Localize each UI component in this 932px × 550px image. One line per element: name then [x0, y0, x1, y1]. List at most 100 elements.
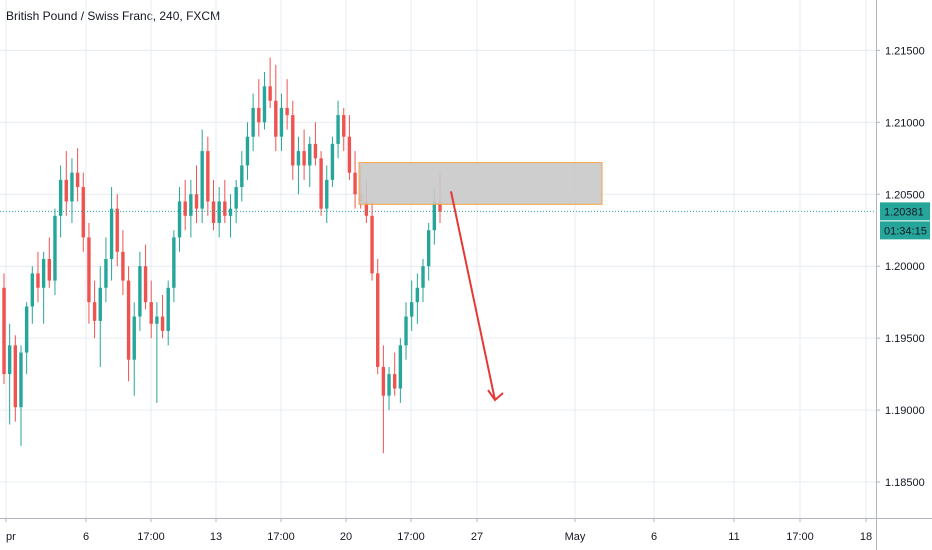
candle-body: [342, 115, 346, 137]
x-tick-label: May: [565, 531, 586, 543]
candle-body: [206, 151, 210, 202]
countdown-label: 01:34:15: [884, 225, 927, 237]
last-price-label: 1.20381: [884, 206, 924, 218]
candle-body: [302, 151, 306, 166]
candle: [177, 187, 182, 252]
x-tick-label: 17:00: [267, 531, 295, 543]
y-tick-label: 1.20500: [885, 189, 925, 201]
candle-body: [24, 306, 29, 353]
down-arrow-head: [487, 389, 504, 402]
candle: [426, 223, 431, 281]
candle-body: [138, 266, 142, 317]
candle-body: [234, 187, 238, 209]
candle: [336, 100, 340, 159]
candle: [381, 345, 386, 454]
resistance-zone: [358, 162, 603, 205]
candle-body: [336, 115, 340, 144]
candle-body: [87, 237, 91, 303]
candle-body: [53, 215, 57, 281]
candle: [138, 251, 142, 331]
candle: [228, 194, 233, 238]
candle: [30, 266, 35, 324]
candle-body: [223, 201, 227, 216]
candle-body: [313, 143, 318, 159]
candle: [302, 129, 306, 180]
candle-body: [426, 230, 431, 267]
candle: [160, 294, 165, 339]
candle-body: [387, 374, 391, 396]
y-tick-label: 1.21000: [885, 117, 925, 129]
candle: [189, 179, 193, 238]
candle-body: [262, 86, 267, 123]
candle: [404, 302, 408, 360]
candle-body: [155, 316, 159, 324]
y-tick-label: 1.21500: [885, 45, 925, 57]
candle-body: [268, 86, 272, 101]
candle-body: [285, 107, 289, 116]
candle-body: [47, 259, 51, 281]
candle: [81, 172, 85, 252]
candle-body: [81, 187, 85, 238]
candle-body: [353, 172, 357, 195]
candle-body: [7, 345, 12, 375]
candle-body: [347, 136, 352, 173]
candle-body: [121, 251, 125, 281]
candle-body: [438, 201, 442, 212]
y-tick-label: 1.20000: [885, 261, 925, 273]
x-tick-label: 17:00: [397, 531, 425, 543]
candle: [291, 100, 295, 180]
x-tick-label: 27: [471, 531, 483, 543]
candle-body: [109, 208, 114, 259]
candle: [183, 179, 187, 231]
candle-body: [393, 374, 397, 389]
candle-body: [19, 352, 23, 408]
candle: [234, 179, 238, 224]
candle: [172, 230, 176, 303]
candle: [313, 122, 318, 166]
grid: [0, 0, 876, 518]
candle: [98, 266, 102, 367]
candle-body: [2, 287, 6, 375]
candle: [53, 208, 57, 295]
candle-body: [115, 208, 119, 252]
candle: [126, 266, 131, 382]
candle-body: [58, 179, 63, 216]
candle-body: [92, 302, 97, 321]
candle-body: [421, 266, 425, 288]
down-arrow-line: [450, 191, 496, 401]
candle-body: [409, 302, 414, 317]
candle-body: [132, 316, 136, 360]
candle-body: [36, 273, 40, 288]
candle: [166, 280, 170, 346]
candle: [415, 273, 420, 324]
candle-body: [228, 208, 233, 216]
candle: [104, 237, 108, 303]
candle: [279, 93, 284, 152]
candle-body: [189, 194, 193, 216]
candle: [24, 302, 29, 375]
candle-body: [251, 107, 255, 137]
candle: [325, 165, 329, 224]
candle: [194, 165, 199, 224]
chart-title: British Pound / Swiss Franc, 240, FXCM: [6, 9, 221, 23]
candle-body: [319, 158, 323, 209]
candle-body: [325, 179, 329, 209]
candle: [370, 201, 374, 281]
candle: [409, 280, 414, 331]
y-tick-label: 1.19000: [885, 405, 925, 417]
candle: [251, 93, 255, 152]
candle: [342, 107, 346, 152]
candle: [353, 151, 357, 209]
candle-body: [211, 201, 216, 224]
x-tick-label: 17:00: [786, 531, 814, 543]
candle: [387, 366, 391, 411]
candle: [240, 151, 244, 202]
candle-body: [279, 107, 284, 137]
candle-body: [41, 259, 46, 288]
candle: [19, 345, 23, 447]
candle-body: [274, 100, 278, 137]
candle: [92, 280, 97, 339]
